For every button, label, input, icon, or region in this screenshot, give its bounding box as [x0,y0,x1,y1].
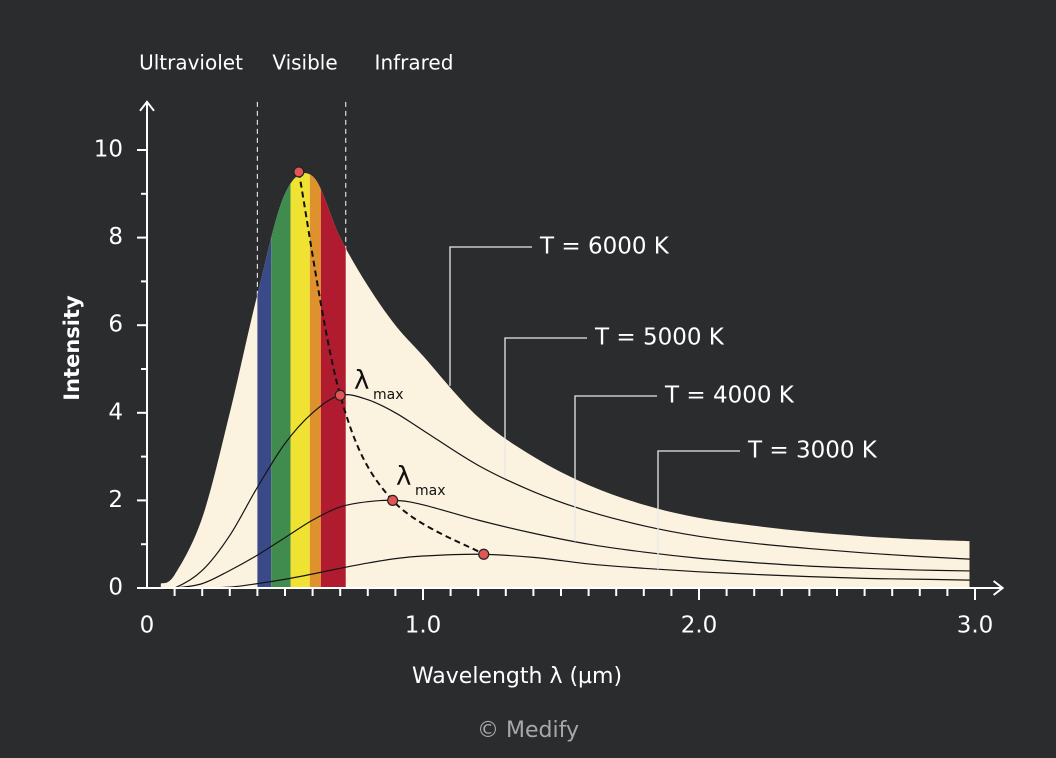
series-line [160,499,970,589]
y-tick-label: 4 [108,399,123,425]
peak-marker [387,494,399,506]
x-tick-label: 1.0 [405,613,442,639]
lambda-label: λ [396,462,411,492]
x-tick-label: 0 [140,613,155,639]
lambda-label: λ [354,366,369,396]
x-axis-title: Wavelength λ (µm) [412,664,622,689]
series-label: T = 3000 K [747,438,878,464]
area [160,173,970,588]
region-label: Infrared [375,51,454,75]
leader-line [574,395,657,542]
lambda-sub: max [373,387,404,403]
leader-line [504,337,587,479]
y-tick-label: 10 [94,137,123,163]
y-tick-label: 6 [108,312,123,338]
region-label: Visible [272,51,337,75]
peak-marker [478,548,490,560]
series-line [160,553,970,589]
y-tick-label: 8 [108,224,123,250]
spectrum-band [271,173,291,588]
spectrum-band [320,173,346,588]
y-axis [139,100,155,588]
series-label: T = 4000 K [664,383,795,409]
x-axis [147,580,1005,596]
credit: © Medify [477,718,579,743]
spectrum-band [290,173,310,588]
y-tick-label: 2 [108,487,123,513]
leader-line [449,246,532,386]
x-tick-label: 3.0 [957,613,994,639]
series-label: T = 6000 K [539,234,670,260]
x-tick-label: 2.0 [681,613,718,639]
y-tick-label: 0 [108,575,123,601]
region-label: Ultraviolet [139,51,243,75]
y-axis-title: Intensity [60,295,84,401]
leader-line [657,450,740,570]
series-label: T = 5000 K [594,325,725,351]
lambda-sub: max [415,483,446,499]
spectrum-band [309,173,321,588]
series-line [160,394,970,590]
peak-marker [334,389,346,401]
peak-marker [293,166,305,178]
